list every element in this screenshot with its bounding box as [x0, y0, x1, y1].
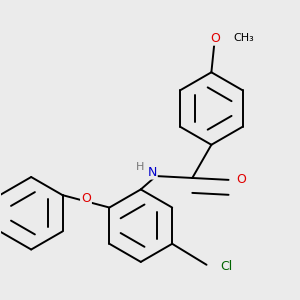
Text: CH₃: CH₃	[233, 33, 254, 43]
Text: O: O	[236, 173, 246, 186]
Text: N: N	[147, 166, 157, 178]
Text: O: O	[81, 191, 91, 205]
Text: O: O	[210, 32, 220, 45]
Text: Cl: Cl	[220, 260, 232, 273]
Text: H: H	[136, 162, 144, 172]
